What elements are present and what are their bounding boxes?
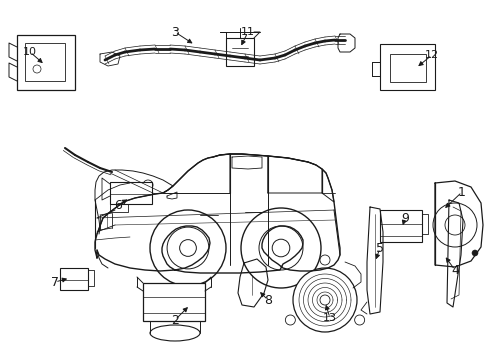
FancyBboxPatch shape [142,283,204,321]
FancyBboxPatch shape [225,38,253,66]
Text: 11: 11 [241,27,254,37]
Text: 12: 12 [424,50,438,60]
FancyBboxPatch shape [17,35,75,90]
Text: 7: 7 [51,275,59,288]
FancyBboxPatch shape [379,44,434,90]
FancyBboxPatch shape [25,43,65,81]
Text: 10: 10 [23,47,37,57]
Circle shape [354,315,364,325]
Circle shape [150,210,225,286]
Text: 8: 8 [264,293,271,306]
Text: 3: 3 [171,26,179,39]
Text: 6: 6 [114,198,122,212]
Text: 13: 13 [323,313,336,323]
Circle shape [319,295,329,305]
Circle shape [319,255,329,265]
Text: 9: 9 [400,212,408,225]
Text: 5: 5 [375,242,383,255]
Circle shape [292,268,356,332]
Circle shape [272,239,289,257]
Text: 2: 2 [171,314,179,327]
Ellipse shape [150,325,200,341]
Text: 4: 4 [450,264,458,276]
FancyBboxPatch shape [379,210,421,242]
Circle shape [285,315,295,325]
Circle shape [471,250,477,256]
FancyBboxPatch shape [389,54,425,82]
Text: 1: 1 [457,185,465,198]
Circle shape [179,240,196,256]
FancyBboxPatch shape [110,182,152,204]
Circle shape [241,208,320,288]
FancyBboxPatch shape [60,268,88,290]
